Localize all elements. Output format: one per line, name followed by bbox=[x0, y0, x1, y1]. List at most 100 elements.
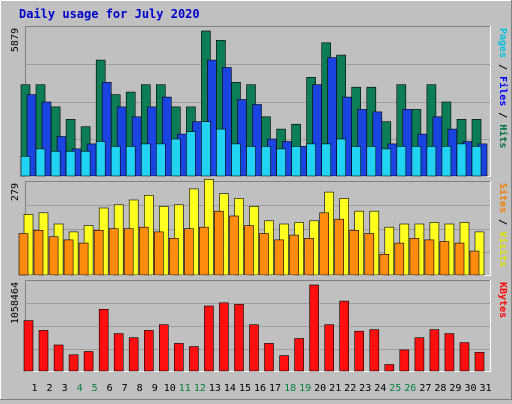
bar-sites-day-29 bbox=[439, 241, 450, 276]
bar-pages-day-1 bbox=[20, 156, 31, 177]
bar-kbytes-day-2 bbox=[38, 330, 49, 372]
bar-sites-day-21 bbox=[319, 212, 330, 276]
bar-kbytes-day-21 bbox=[324, 324, 335, 372]
bar-kbytes-day-27 bbox=[414, 337, 425, 372]
bar-kbytes-day-30 bbox=[459, 342, 470, 372]
bar-kbytes-day-29 bbox=[444, 333, 455, 372]
bar-sites-day-25 bbox=[379, 254, 390, 276]
legend-entry: / bbox=[497, 213, 508, 231]
bar-sites-day-7 bbox=[108, 228, 119, 276]
y-axis-max-label: 5879 bbox=[10, 28, 21, 52]
x-axis-day-label: 28 bbox=[434, 383, 446, 394]
bar-pages-day-10 bbox=[156, 143, 166, 177]
bar-sites-day-19 bbox=[289, 234, 299, 276]
bar-sites-day-24 bbox=[364, 233, 375, 276]
x-axis-day-label: 24 bbox=[374, 383, 386, 394]
legend-entry: Pages bbox=[497, 28, 508, 58]
x-axis-day-label: 23 bbox=[359, 383, 371, 394]
y-axis-max-label: 279 bbox=[10, 183, 21, 201]
x-axis-day-label: 29 bbox=[449, 383, 461, 394]
bar-sites-day-30 bbox=[454, 242, 465, 276]
bar-sites-day-20 bbox=[304, 238, 314, 276]
x-axis-day-label: 7 bbox=[122, 383, 128, 394]
bar-sites-day-26 bbox=[394, 242, 405, 276]
bar-sites-day-6 bbox=[93, 230, 104, 276]
bar-pages-day-31 bbox=[471, 146, 482, 177]
bar-kbytes-day-11 bbox=[174, 343, 184, 372]
bar-sites-day-22 bbox=[334, 218, 345, 276]
bar-pages-day-8 bbox=[125, 146, 136, 177]
x-axis-day-label: 4 bbox=[77, 383, 83, 394]
bar-kbytes-day-9 bbox=[144, 330, 154, 372]
bar-pages-day-22 bbox=[336, 138, 347, 177]
x-axis-day-label: 8 bbox=[137, 383, 143, 394]
y-axis-max-label: 1058464 bbox=[10, 282, 21, 324]
bar-kbytes-day-18 bbox=[279, 355, 289, 372]
bar-sites-day-14 bbox=[214, 210, 224, 276]
bar-sites-day-9 bbox=[139, 226, 149, 276]
bar-pages-day-21 bbox=[321, 143, 332, 177]
bar-sites-day-12 bbox=[184, 228, 194, 276]
bar-sites-day-3 bbox=[48, 236, 59, 276]
bar-pages-day-14 bbox=[216, 128, 226, 177]
legend-entry: KBytes bbox=[497, 282, 508, 318]
bar-sites-day-16 bbox=[244, 225, 254, 276]
bar-pages-day-25 bbox=[381, 148, 392, 177]
bar-pages-day-20 bbox=[306, 143, 316, 177]
bar-sites-day-31 bbox=[469, 250, 480, 276]
x-axis-day-label: 30 bbox=[464, 383, 476, 394]
bar-pages-day-17 bbox=[261, 146, 271, 177]
bar-pages-day-27 bbox=[411, 146, 422, 177]
bar-pages-day-4 bbox=[65, 151, 76, 177]
bar-pages-day-23 bbox=[351, 146, 362, 177]
legend-entry: Visits bbox=[497, 231, 509, 267]
legend-kbytes: KBytes bbox=[497, 282, 508, 318]
legend-hits: Pages / Files / Hits bbox=[497, 28, 509, 148]
bar-kbytes-day-13 bbox=[204, 305, 214, 372]
bar-kbytes-day-15 bbox=[234, 304, 244, 372]
bar-pages-day-11 bbox=[171, 138, 181, 177]
legend-entry: Hits bbox=[497, 124, 509, 148]
bar-pages-day-3 bbox=[50, 151, 61, 177]
legend-entry: Sites bbox=[497, 183, 509, 213]
bar-kbytes-day-20 bbox=[309, 284, 319, 372]
bar-pages-day-19 bbox=[291, 146, 301, 177]
x-axis-day-label: 6 bbox=[107, 383, 113, 394]
chart-title: Daily usage for July 2020 bbox=[19, 7, 200, 21]
bar-pages-day-6 bbox=[95, 141, 106, 177]
bar-sites-day-13 bbox=[199, 226, 209, 276]
bar-kbytes-day-24 bbox=[369, 329, 380, 372]
bar-pages-day-18 bbox=[276, 148, 286, 177]
x-axis-day-label: 12 bbox=[194, 383, 206, 394]
bar-kbytes-day-16 bbox=[249, 324, 259, 372]
legend-entry: / bbox=[497, 58, 508, 76]
bar-pages-day-9 bbox=[141, 143, 151, 177]
bar-kbytes-day-14 bbox=[219, 302, 229, 372]
bar-sites-day-27 bbox=[409, 238, 420, 276]
bar-kbytes-day-17 bbox=[264, 343, 274, 372]
bar-pages-day-2 bbox=[35, 148, 46, 177]
bar-kbytes-day-7 bbox=[113, 333, 124, 372]
bar-kbytes-day-5 bbox=[83, 351, 94, 372]
bar-sites-day-2 bbox=[33, 230, 44, 276]
bar-kbytes-day-1 bbox=[23, 320, 34, 372]
bar-pages-day-12 bbox=[186, 131, 196, 177]
x-axis-day-label: 2 bbox=[46, 383, 52, 394]
x-axis-day-label: 21 bbox=[329, 383, 341, 394]
bar-kbytes-day-8 bbox=[128, 337, 139, 372]
bar-kbytes-day-3 bbox=[53, 344, 64, 372]
bar-pages-day-15 bbox=[231, 143, 241, 177]
x-axis-day-label: 22 bbox=[344, 383, 356, 394]
x-axis-day-label: 17 bbox=[269, 383, 281, 394]
bar-kbytes-day-28 bbox=[429, 329, 440, 372]
x-axis-day-label: 14 bbox=[224, 383, 236, 394]
x-axis-day-label: 10 bbox=[164, 383, 176, 394]
bar-kbytes-day-26 bbox=[399, 349, 410, 372]
bar-kbytes-day-25 bbox=[384, 364, 395, 372]
bar-sites-day-18 bbox=[274, 239, 284, 276]
bar-kbytes-day-31 bbox=[474, 351, 485, 372]
bar-sites-day-17 bbox=[259, 233, 269, 276]
bar-kbytes-day-19 bbox=[294, 338, 304, 372]
bar-visits-day-25 bbox=[384, 226, 395, 276]
